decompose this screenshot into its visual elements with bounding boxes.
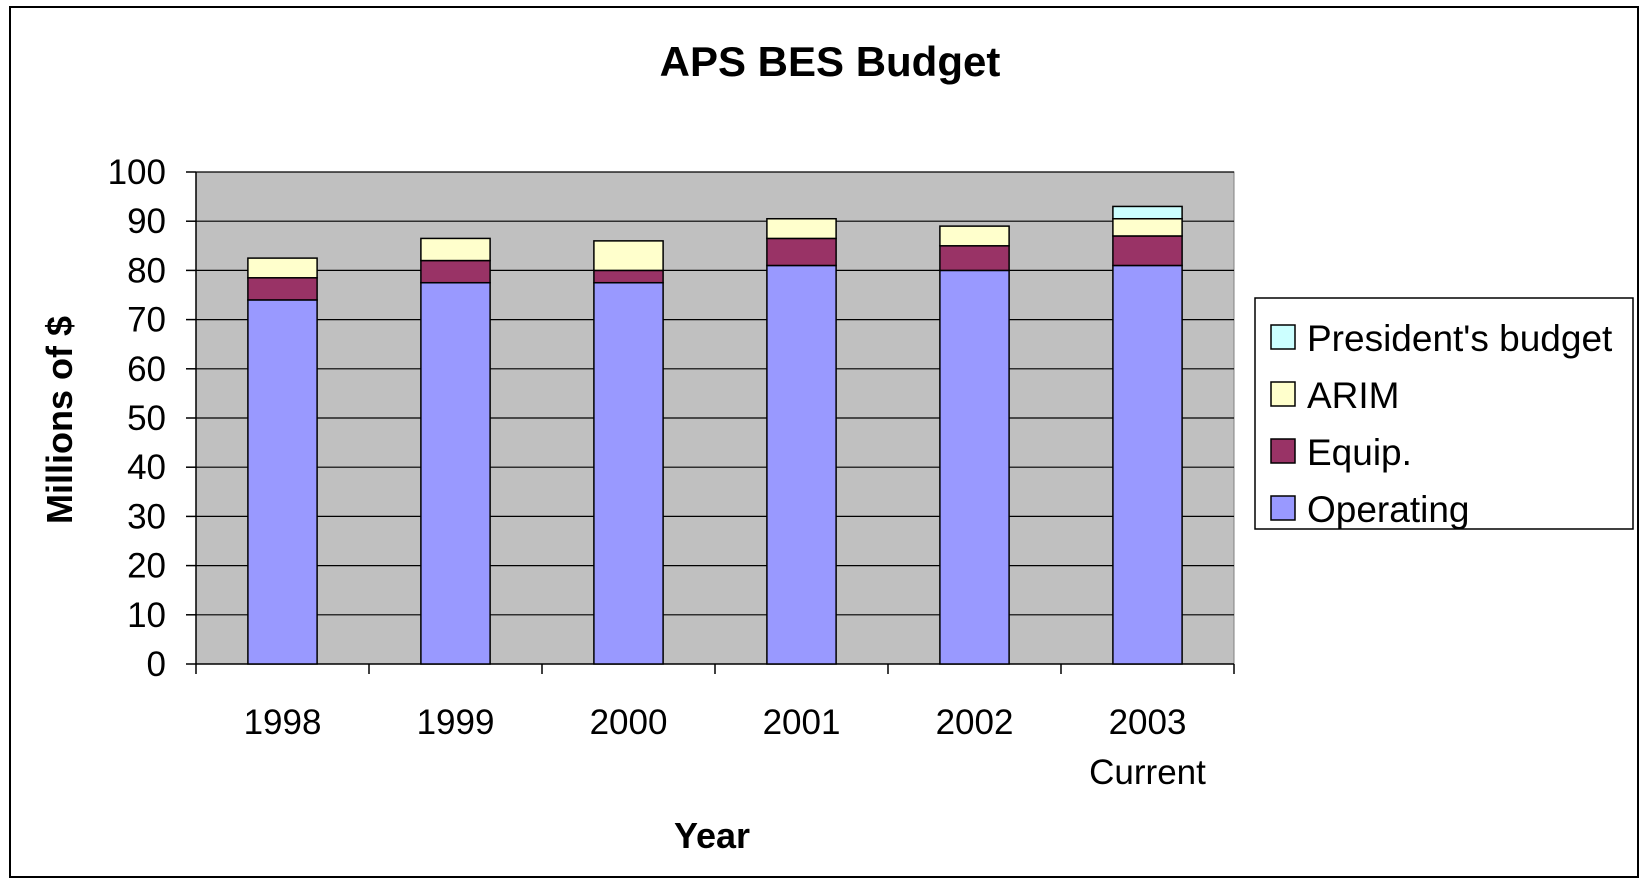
bar-equip-2000: [593, 269, 664, 284]
bar-arim-2001: [766, 217, 837, 240]
bar-equip-2002: [939, 245, 1010, 272]
plot-area: [195, 171, 1235, 665]
bar-stack-1998: [247, 257, 318, 665]
x-axis-title: Year: [674, 815, 750, 856]
bar-stack-2002: [939, 225, 1010, 665]
bar-equip-1998: [247, 277, 318, 301]
legend-swatch-operating: [1270, 495, 1296, 521]
bar-arim-2002: [939, 225, 1010, 247]
bar-arim-2000: [593, 240, 664, 272]
y-tick-label-90: 90: [127, 202, 166, 241]
bar-stack-2001: [766, 217, 837, 665]
bar-president-s-budget-2003-current: [1112, 205, 1183, 220]
y-tick-label-10: 10: [127, 596, 166, 635]
legend-box: [1254, 297, 1634, 530]
bar-arim-1998: [247, 257, 318, 279]
x-tick-label-2000: 2000: [590, 703, 668, 742]
y-tick-label-20: 20: [127, 547, 166, 586]
legend-item-arim: ARIM: [1270, 375, 1400, 416]
legend-swatch-equip: [1270, 438, 1296, 464]
bar-equip-2001: [766, 237, 837, 267]
bar-stack-2000: [593, 240, 664, 665]
y-tick-label-80: 80: [127, 251, 166, 290]
legend-swatch-president-s-budget: [1270, 324, 1296, 350]
bar-stack-1999: [420, 237, 491, 665]
y-tick-label-0: 0: [147, 645, 166, 684]
x-tick-label-1998: 1998: [244, 703, 322, 742]
legend: President's budget ARIM Equip. Operating: [1254, 297, 1634, 530]
legend-label-operating: Operating: [1307, 489, 1470, 530]
y-tick-label-30: 30: [127, 497, 166, 536]
x-tick-label-2001: 2001: [763, 703, 841, 742]
bar-operating-1998: [247, 299, 318, 665]
chart-title: APS BES Budget: [660, 38, 1001, 85]
legend-label-equip: Equip.: [1307, 432, 1412, 473]
y-tick-label-40: 40: [127, 448, 166, 487]
bars: [247, 205, 1183, 665]
bar-equip-1999: [420, 259, 491, 284]
bar-operating-2002: [939, 269, 1010, 665]
bar-arim-2003-current: [1112, 217, 1183, 237]
x-tick-label-2002: 2002: [936, 703, 1014, 742]
y-axis-title: Millions of $: [39, 316, 80, 524]
y-tick-label-100: 100: [108, 153, 166, 192]
y-tick-label-60: 60: [127, 350, 166, 389]
legend-item-president-s-budget: President's budget: [1270, 318, 1613, 359]
bar-operating-2003-current: [1112, 264, 1183, 665]
legend-swatch-arim: [1270, 381, 1296, 407]
x-tick-label-2003-current: 2003 Current: [1089, 703, 1206, 792]
y-axis-ticks: 0 10 20 30 40 50 60 70 80 90 100: [108, 153, 196, 684]
bar-operating-2000: [593, 281, 664, 665]
legend-item-equip: Equip.: [1270, 432, 1412, 473]
bar-equip-2003-current: [1112, 235, 1183, 267]
bar-operating-2001: [766, 264, 837, 665]
bar-stack-2003-current: [1112, 205, 1183, 665]
x-tick-label-1999: 1999: [417, 703, 495, 742]
x-axis-ticks: 1998 1999 2000 2001 2002 2003 Current: [195, 664, 1235, 792]
y-tick-label-70: 70: [127, 301, 166, 340]
bar-arim-1999: [420, 237, 491, 262]
legend-item-operating: Operating: [1270, 489, 1470, 530]
bar-operating-1999: [420, 281, 491, 665]
legend-label-arim: ARIM: [1307, 375, 1400, 416]
y-tick-label-50: 50: [127, 399, 166, 438]
legend-label-president-s-budget: President's budget: [1307, 318, 1613, 359]
